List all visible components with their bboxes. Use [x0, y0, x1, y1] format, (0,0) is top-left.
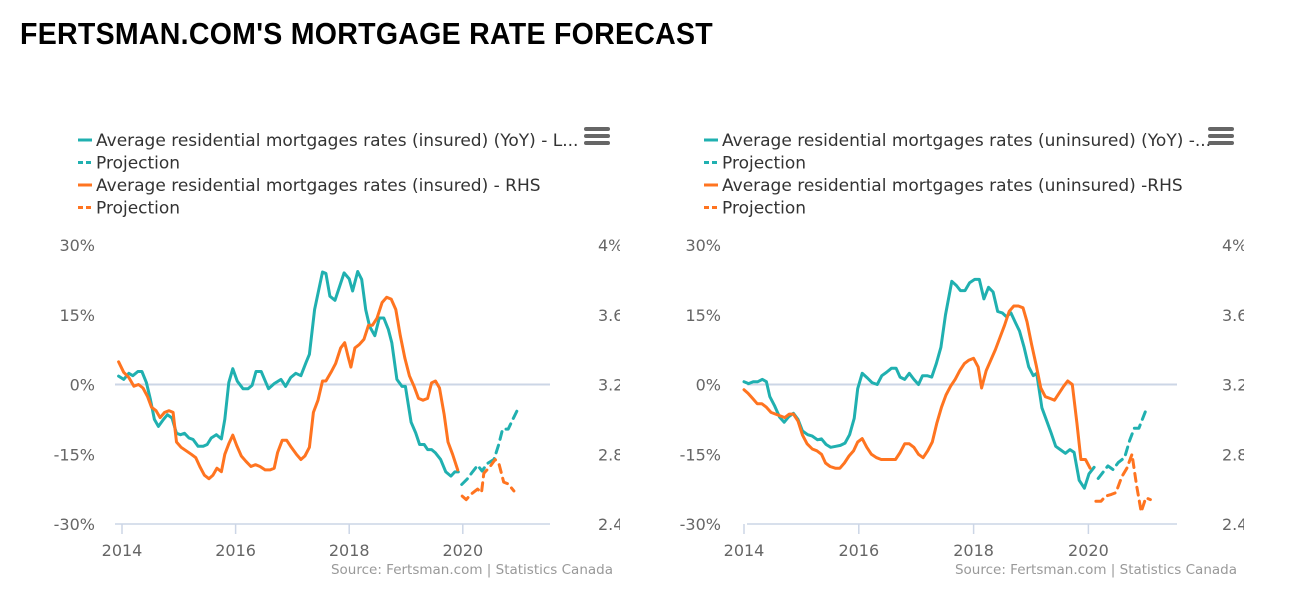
- y-right-tick-label: 4%: [1222, 236, 1244, 255]
- legend-item[interactable]: Projection: [78, 154, 180, 174]
- legend-item[interactable]: Projection: [704, 199, 806, 219]
- y-left-tick-label: 30%: [685, 236, 721, 255]
- y-left-tick-label: -30%: [680, 515, 721, 534]
- y-left-tick-label: 15%: [685, 306, 721, 325]
- series-line-lhs-projection[interactable]: [1096, 409, 1148, 480]
- legend-label: Average residential mortgages rates (uni…: [722, 131, 1211, 151]
- menu-bar: [1208, 141, 1234, 145]
- chart-svg-insured: Average residential mortgages rates (ins…: [54, 127, 639, 578]
- y-right-tick-label: 4%: [598, 236, 620, 255]
- credits-source[interactable]: Source: Fertsman.com | Statistics Canada: [331, 562, 613, 578]
- series-line-lhs-projection[interactable]: [460, 406, 520, 486]
- y-right-tick-label: 3.6%: [598, 306, 620, 325]
- legend-label: Projection: [722, 154, 806, 174]
- y-left-tick-label: 0%: [696, 376, 721, 395]
- hamburger-menu-icon[interactable]: [584, 127, 610, 145]
- legend-item[interactable]: Average residential mortgages rates (ins…: [78, 131, 578, 151]
- series-line-rhs-projection[interactable]: [460, 458, 516, 502]
- legend-label: Projection: [96, 199, 180, 219]
- y-right-tick-label: 2.8%: [598, 445, 620, 464]
- hamburger-menu-icon[interactable]: [1208, 127, 1234, 145]
- y-right-tick-label: 3.2%: [1222, 376, 1244, 395]
- legend-item[interactable]: Average residential mortgages rates (ins…: [78, 176, 541, 196]
- legend-item[interactable]: Average residential mortgages rates (uni…: [704, 131, 1211, 151]
- y-left-tick-label: 30%: [59, 236, 95, 255]
- legend-label: Average residential mortgages rates (ins…: [96, 176, 541, 196]
- y-right-tick-label: 2.4%: [598, 515, 620, 534]
- x-tick-label: 2016: [838, 541, 879, 560]
- x-tick-label: 2018: [953, 541, 994, 560]
- x-tick-label: 2018: [329, 541, 370, 560]
- y-left-tick-label: -30%: [54, 515, 95, 534]
- menu-bar: [584, 127, 610, 131]
- legend-item[interactable]: Projection: [78, 199, 180, 219]
- menu-bar: [1208, 134, 1234, 138]
- menu-bar: [1208, 127, 1234, 131]
- y-left-tick-label: 15%: [59, 306, 95, 325]
- series-line-rhs[interactable]: [742, 304, 1092, 470]
- x-tick-label: 2016: [215, 541, 256, 560]
- legend-item[interactable]: Average residential mortgages rates (uni…: [704, 176, 1183, 196]
- y-left-tick-label: -15%: [54, 445, 95, 464]
- credits-source[interactable]: Source: Fertsman.com | Statistics Canada: [955, 562, 1237, 578]
- legend-label: Projection: [96, 154, 180, 174]
- legend-label: Projection: [722, 199, 806, 219]
- legend-label: Average residential mortgages rates (ins…: [96, 131, 578, 151]
- chart-insured: Average residential mortgages rates (ins…: [0, 110, 639, 590]
- y-right-tick-label: 3.6%: [1222, 306, 1244, 325]
- menu-bar: [584, 134, 610, 138]
- x-tick-label: 2014: [102, 541, 143, 560]
- legend-label: Average residential mortgages rates (uni…: [722, 176, 1183, 196]
- y-right-tick-label: 2.8%: [1222, 445, 1244, 464]
- series-line-rhs[interactable]: [117, 295, 460, 481]
- chart-svg-uninsured: Average residential mortgages rates (uni…: [680, 127, 1263, 578]
- x-tick-label: 2020: [1068, 541, 1109, 560]
- x-tick-label: 2020: [442, 541, 483, 560]
- x-tick-label: 2014: [724, 541, 765, 560]
- y-left-tick-label: -15%: [680, 445, 721, 464]
- series-line-rhs-projection[interactable]: [1094, 452, 1152, 514]
- y-left-tick-label: 0%: [70, 376, 95, 395]
- menu-bar: [584, 141, 610, 145]
- page-title: FERTSMAN.COM'S MORTGAGE RATE FORECAST: [20, 16, 714, 51]
- chart-uninsured: Average residential mortgages rates (uni…: [624, 110, 1263, 590]
- y-right-tick-label: 2.4%: [1222, 515, 1244, 534]
- legend-item[interactable]: Projection: [704, 154, 806, 174]
- y-right-tick-label: 3.2%: [598, 376, 620, 395]
